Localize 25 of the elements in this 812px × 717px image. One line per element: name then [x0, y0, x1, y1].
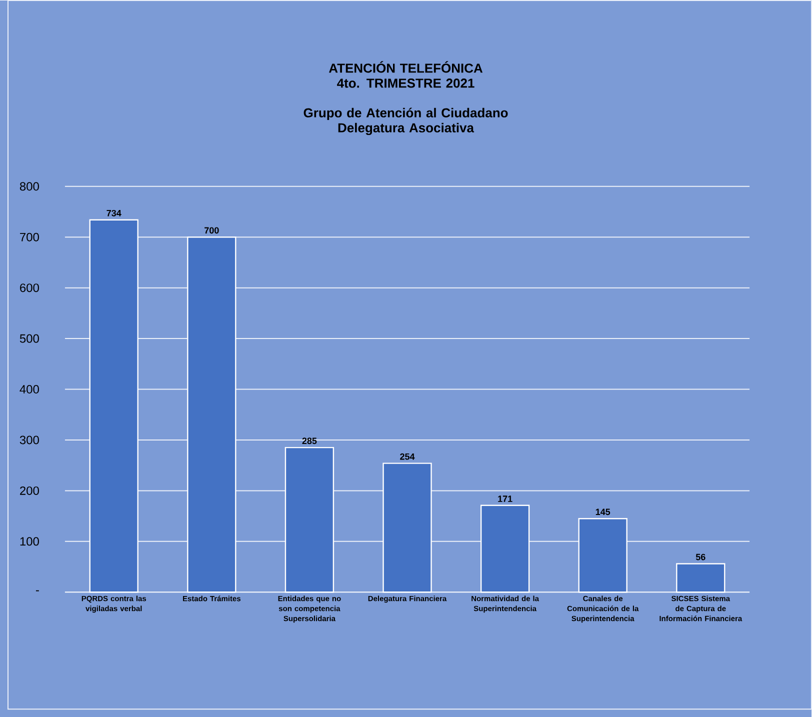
y-tick-label: 200: [20, 486, 39, 495]
y-tick-label: -: [36, 590, 39, 592]
bar: [382, 462, 432, 593]
y-tick-label: 800: [20, 182, 39, 191]
bar: [89, 219, 138, 593]
data-label: 171: [498, 496, 512, 502]
bar: [480, 504, 530, 593]
y-tick-label: 100: [20, 537, 39, 546]
chart-title: ATENCIÓN TELEFÓNICA 4to. TRIMESTRE 2021: [328, 61, 483, 88]
y-tick-label: 400: [20, 384, 39, 394]
bar: [676, 563, 726, 593]
bar: [578, 518, 628, 593]
data-label: 700: [204, 227, 219, 234]
y-tick-label: 600: [20, 284, 39, 292]
data-label: 254: [400, 453, 415, 460]
data-label: 56: [696, 554, 706, 560]
chart-subtitle: Grupo de Atención al Ciudadano Delegatura Asociativa: [304, 108, 508, 136]
data-label: 734: [106, 210, 122, 216]
data-label: 145: [596, 508, 610, 516]
bar: [284, 446, 334, 593]
y-tick-label: 700: [20, 232, 39, 242]
bar: [187, 236, 236, 593]
y-tick-label: 300: [20, 436, 39, 444]
data-label: 285: [302, 438, 317, 444]
y-tick-label: 500: [20, 334, 39, 343]
